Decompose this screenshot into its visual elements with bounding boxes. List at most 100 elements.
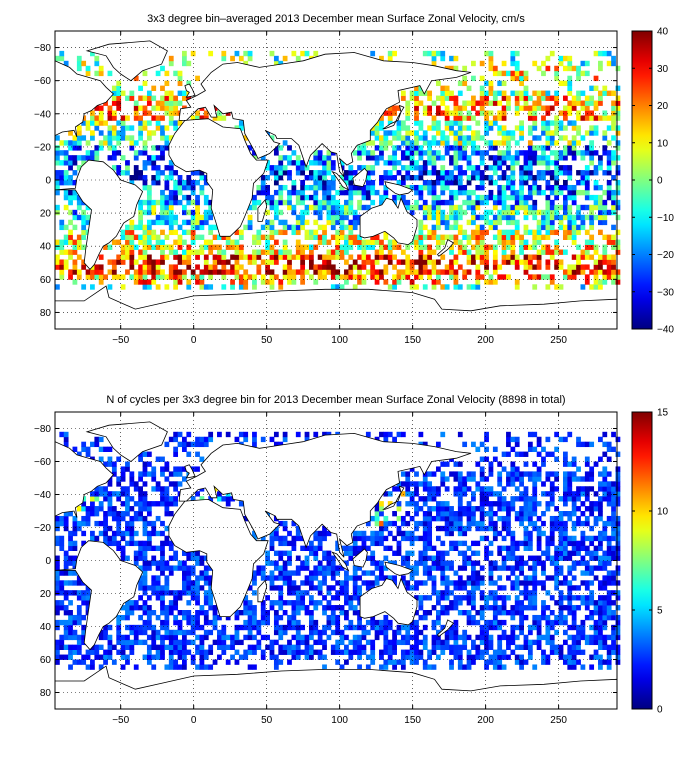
data-bin [606,659,612,665]
data-bin [545,619,551,626]
data-bin [300,184,306,191]
data-bin [536,254,542,260]
data-bin [541,649,546,655]
data-bin [313,530,319,537]
data-bin [55,160,60,166]
data-bin [466,234,472,240]
data-bin [615,204,621,211]
data-bin [287,194,292,201]
data-bin [576,224,581,231]
data-bin [602,575,608,581]
data-bin [68,654,73,660]
data-bin [217,244,222,250]
data-bin [278,565,284,571]
data-bin [453,214,459,221]
data-bin [383,619,389,626]
data-bin [252,619,257,626]
data-bin [133,165,139,171]
data-bin [440,501,446,507]
data-bin [168,135,174,141]
data-bin [85,590,91,596]
data-bin [68,165,73,171]
data-bin [116,239,122,245]
data-bin [611,511,616,517]
data-bin [396,515,402,522]
data-bin [120,530,126,537]
data-bin [208,585,214,591]
data-bin [602,150,608,156]
data-bin [484,644,489,650]
data-bin [532,525,538,532]
data-bin [125,160,130,166]
data-bin [479,565,485,571]
data-bin [68,180,73,186]
data-bin [392,279,397,285]
data-bin [545,160,551,166]
data-bin [160,105,165,111]
data-bin [195,664,200,670]
data-bin [567,511,573,517]
data-bin [488,155,494,161]
data-bin [142,610,148,616]
data-bin [488,570,494,576]
data-bin [435,140,441,146]
data-bin [567,550,573,556]
data-bin [584,189,590,196]
data-bin [120,115,126,121]
data-bin [278,585,284,591]
data-bin [615,189,621,196]
data-bin [164,234,170,240]
data-bin [580,90,586,96]
data-bin [160,600,165,606]
data-bin [107,496,113,502]
data-bin [479,639,485,646]
data-bin [116,545,122,551]
data-bin [554,194,560,201]
data-bin [212,244,218,250]
data-bin [142,105,148,111]
data-bin [545,214,551,221]
data-bin [562,180,568,186]
data-bin [527,204,533,211]
data-bin [173,254,179,260]
data-bin [138,254,143,260]
data-bin [304,244,310,250]
data-bin [59,175,65,181]
data-bin [357,269,362,275]
data-bin [580,264,586,270]
data-bin [593,244,599,250]
data-bin [611,204,616,211]
data-bin [541,105,546,111]
data-bin [396,135,402,141]
data-bin [273,229,279,236]
data-bin [549,224,555,231]
data-bin [545,90,551,96]
data-bin [514,60,520,67]
data-bin [554,184,560,191]
data-bin [383,140,389,146]
data-bin [435,150,441,156]
data-bin [304,269,310,275]
data-bin [107,135,113,141]
data-bin [199,249,205,255]
data-bin [545,105,551,111]
data-bin [506,644,511,650]
data-bin [269,224,275,231]
data-bin [611,570,616,576]
data-bin [383,184,389,191]
data-bin [479,199,485,206]
data-bin [208,249,214,255]
data-bin [339,284,345,290]
data-bin [558,120,564,126]
data-bin [589,506,595,512]
data-bin [422,496,428,502]
data-bin [317,590,323,596]
data-bin [440,565,446,571]
data-bin [234,239,240,245]
data-bin [606,540,612,547]
data-bin [427,610,433,616]
data-bin [361,629,367,636]
data-bin [379,619,384,626]
data-bin [225,644,231,650]
data-bin [576,214,581,221]
